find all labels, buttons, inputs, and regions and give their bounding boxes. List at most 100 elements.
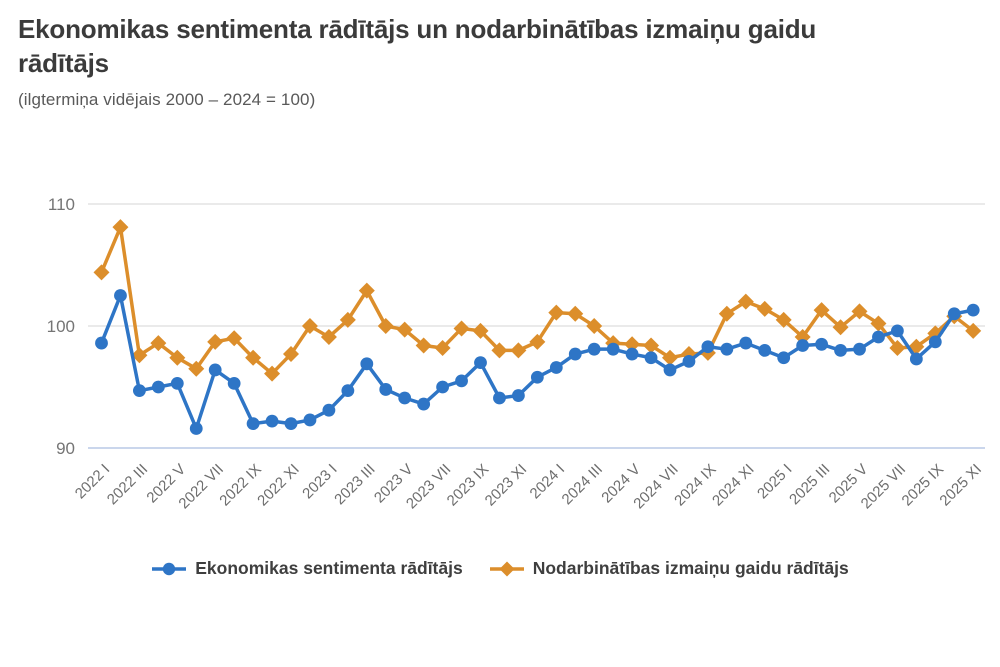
y-axis-label: 90 (56, 439, 75, 458)
data-point-marker[interactable] (208, 363, 222, 377)
data-point-marker[interactable] (491, 342, 508, 359)
data-point-marker[interactable] (133, 384, 146, 398)
data-point-marker[interactable] (815, 337, 828, 351)
data-point-marker[interactable] (720, 342, 734, 356)
data-point-marker[interactable] (947, 307, 961, 321)
data-point-marker[interactable] (624, 336, 641, 353)
data-point-marker[interactable] (320, 328, 337, 345)
data-point-marker[interactable] (112, 219, 129, 236)
data-point-marker[interactable] (851, 303, 868, 320)
data-point-marker[interactable] (796, 339, 810, 352)
data-point-marker[interactable] (548, 304, 565, 321)
data-point-marker[interactable] (226, 330, 243, 347)
data-point-marker[interactable] (663, 363, 677, 377)
data-point-marker[interactable] (758, 344, 772, 357)
data-point-marker[interactable] (151, 380, 165, 394)
data-point-marker[interactable] (188, 360, 205, 377)
data-point-marker[interactable] (434, 339, 451, 356)
data-point-marker[interactable] (606, 342, 620, 356)
data-point-marker[interactable] (493, 391, 506, 405)
x-axis-label: 2023 XI (482, 461, 531, 510)
data-point-marker[interactable] (303, 413, 317, 427)
data-point-marker[interactable] (150, 335, 167, 352)
data-point-marker[interactable] (284, 417, 298, 430)
data-point-marker[interactable] (530, 370, 544, 384)
data-point-marker[interactable] (358, 282, 375, 299)
data-point-marker[interactable] (586, 318, 603, 334)
legend-item-sentiment[interactable]: Ekonomikas sentimenta rādītājs (151, 558, 463, 579)
data-point-marker[interactable] (832, 319, 849, 336)
data-point-marker[interactable] (417, 397, 431, 411)
data-point-marker[interactable] (965, 322, 982, 339)
data-point-marker[interactable] (377, 318, 394, 334)
data-point-marker[interactable] (889, 339, 906, 356)
data-point-marker[interactable] (474, 356, 487, 369)
data-point-marker[interactable] (246, 417, 260, 430)
data-point-marker[interactable] (95, 336, 108, 350)
data-point-marker[interactable] (360, 357, 374, 371)
data-point-marker[interactable] (909, 352, 923, 366)
data-point-marker[interactable] (227, 376, 241, 390)
data-point-marker[interactable] (264, 365, 281, 382)
data-point-marker[interactable] (379, 383, 393, 396)
data-point-marker[interactable] (682, 354, 696, 368)
data-point-marker[interactable] (510, 342, 527, 359)
data-point-marker[interactable] (625, 347, 639, 361)
data-point-marker[interactable] (756, 300, 773, 317)
x-axis-label: 2022 XI (254, 461, 303, 510)
data-point-marker[interactable] (396, 321, 413, 338)
data-point-marker[interactable] (512, 389, 525, 402)
data-point-marker[interactable] (853, 342, 866, 356)
data-point-marker[interactable] (245, 349, 262, 366)
legend-item-employment[interactable]: Nodarbinātības izmaiņu gaidu rādītājs (489, 558, 849, 579)
legend-marker-circle-icon (152, 562, 187, 575)
data-point-marker[interactable] (928, 335, 942, 349)
data-point-marker[interactable] (872, 330, 885, 344)
data-point-marker[interactable] (662, 349, 678, 366)
data-point-marker[interactable] (568, 347, 582, 361)
data-point-marker[interactable] (322, 403, 336, 417)
data-point-marker[interactable] (283, 346, 299, 363)
legend-label-sentiment: Ekonomikas sentimenta rādītājs (195, 558, 463, 578)
data-point-marker[interactable] (777, 351, 791, 365)
data-point-marker[interactable] (189, 422, 203, 435)
data-point-marker[interactable] (415, 337, 432, 354)
data-point-marker[interactable] (644, 351, 658, 365)
chart-title: Ekonomikas sentimenta rādītājs un nodarb… (18, 14, 817, 79)
data-point-marker[interactable] (813, 302, 830, 319)
data-point-marker[interactable] (207, 333, 224, 350)
data-point-marker[interactable] (737, 293, 754, 310)
data-point-marker[interactable] (643, 337, 660, 354)
data-point-marker[interactable] (169, 349, 186, 366)
data-point-marker[interactable] (966, 303, 980, 317)
data-point-marker[interactable] (455, 374, 468, 388)
data-point-marker[interactable] (739, 336, 753, 350)
data-point-marker[interactable] (339, 311, 356, 328)
legend-label-employment: Nodarbinātības izmaiņu gaidu rādītājs (532, 558, 849, 578)
data-point-marker[interactable] (567, 305, 584, 322)
data-point-marker[interactable] (870, 315, 887, 332)
y-axis-label: 110 (48, 195, 75, 214)
data-point-marker[interactable] (436, 380, 449, 394)
data-point-marker[interactable] (93, 264, 110, 281)
data-point-marker[interactable] (472, 322, 489, 339)
data-point-marker[interactable] (131, 347, 148, 364)
data-point-marker[interactable] (265, 414, 279, 428)
data-point-marker[interactable] (114, 289, 127, 302)
data-point-marker[interactable] (587, 342, 601, 356)
data-point-marker[interactable] (891, 324, 904, 338)
data-point-marker[interactable] (529, 333, 546, 350)
data-point-marker[interactable] (453, 320, 470, 337)
data-point-marker[interactable] (701, 340, 715, 354)
data-point-marker[interactable] (301, 318, 318, 334)
data-point-marker[interactable] (398, 391, 412, 405)
data-point-marker[interactable] (549, 361, 563, 374)
legend-marker-diamond-icon (489, 561, 524, 576)
data-point-marker[interactable] (775, 311, 792, 328)
data-point-marker[interactable] (718, 305, 735, 322)
data-point-marker[interactable] (170, 376, 184, 390)
y-axis-label: 100 (47, 317, 75, 336)
data-point-marker[interactable] (834, 344, 847, 357)
data-point-marker[interactable] (341, 384, 355, 398)
